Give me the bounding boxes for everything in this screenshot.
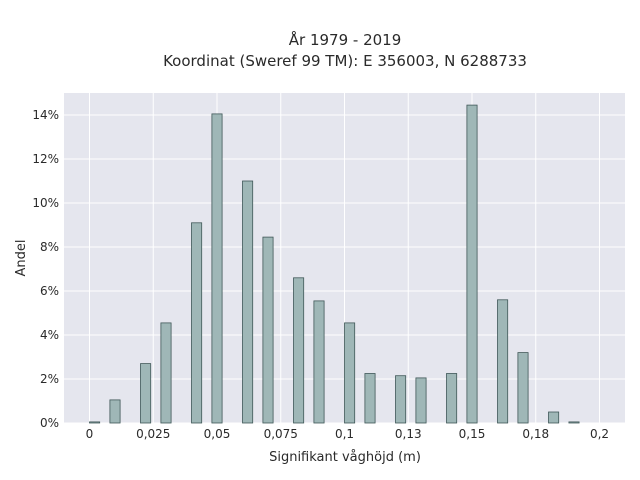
y-axis-label: Andel [14, 240, 29, 277]
histogram-bar [211, 113, 223, 424]
histogram-bar [517, 352, 529, 424]
histogram-bar [395, 375, 407, 424]
bars [89, 104, 580, 424]
x-ticks: 0 0,025 0,05 0,075 0,1 0,13 0,15 0,18 0,2 [86, 427, 609, 441]
histogram-bar [548, 411, 560, 424]
y-tick-label: 0% [40, 416, 59, 430]
x-tick-label: 0,075 [264, 427, 298, 441]
histogram-bar [160, 322, 172, 424]
x-tick-label: 0,025 [136, 427, 170, 441]
x-tick-label: 0,1 [335, 427, 354, 441]
histogram-bar [446, 373, 458, 424]
histogram-bar [415, 377, 427, 424]
chart-title-line1: År 1979 - 2019 [289, 30, 402, 49]
histogram-bar [242, 180, 254, 424]
histogram-bar [466, 104, 478, 424]
x-tick-label: 0,05 [204, 427, 231, 441]
histogram-bar [344, 322, 356, 424]
histogram-bar [191, 222, 203, 424]
x-tick-label: 0,2 [590, 427, 609, 441]
y-tick-label: 10% [32, 196, 59, 210]
histogram-bar [497, 299, 509, 424]
x-tick-label: 0 [86, 427, 94, 441]
y-tick-label: 12% [32, 152, 59, 166]
histogram-bar [364, 373, 376, 424]
histogram-bar [293, 277, 305, 424]
y-tick-label: 2% [40, 372, 59, 386]
histogram-bar [568, 421, 580, 424]
x-tick-label: 0,15 [459, 427, 486, 441]
x-axis-label: Signifikant våghöjd (m) [269, 450, 421, 465]
y-tick-label: 4% [40, 328, 59, 342]
x-tick-label: 0,18 [522, 427, 549, 441]
histogram-bar [262, 236, 274, 424]
y-ticks: 0% 2% 4% 6% 8% 10% 12% 14% [32, 108, 59, 430]
histogram-bar [109, 399, 121, 424]
y-tick-label: 8% [40, 240, 59, 254]
histogram-bar [89, 421, 101, 424]
x-tick-label: 0,13 [395, 427, 422, 441]
y-tick-label: 14% [32, 108, 59, 122]
histogram-bar [140, 363, 152, 424]
histogram-bar [313, 300, 325, 424]
y-tick-label: 6% [40, 284, 59, 298]
chart-title-line2: Koordinat (Sweref 99 TM): E 356003, N 62… [163, 52, 527, 70]
